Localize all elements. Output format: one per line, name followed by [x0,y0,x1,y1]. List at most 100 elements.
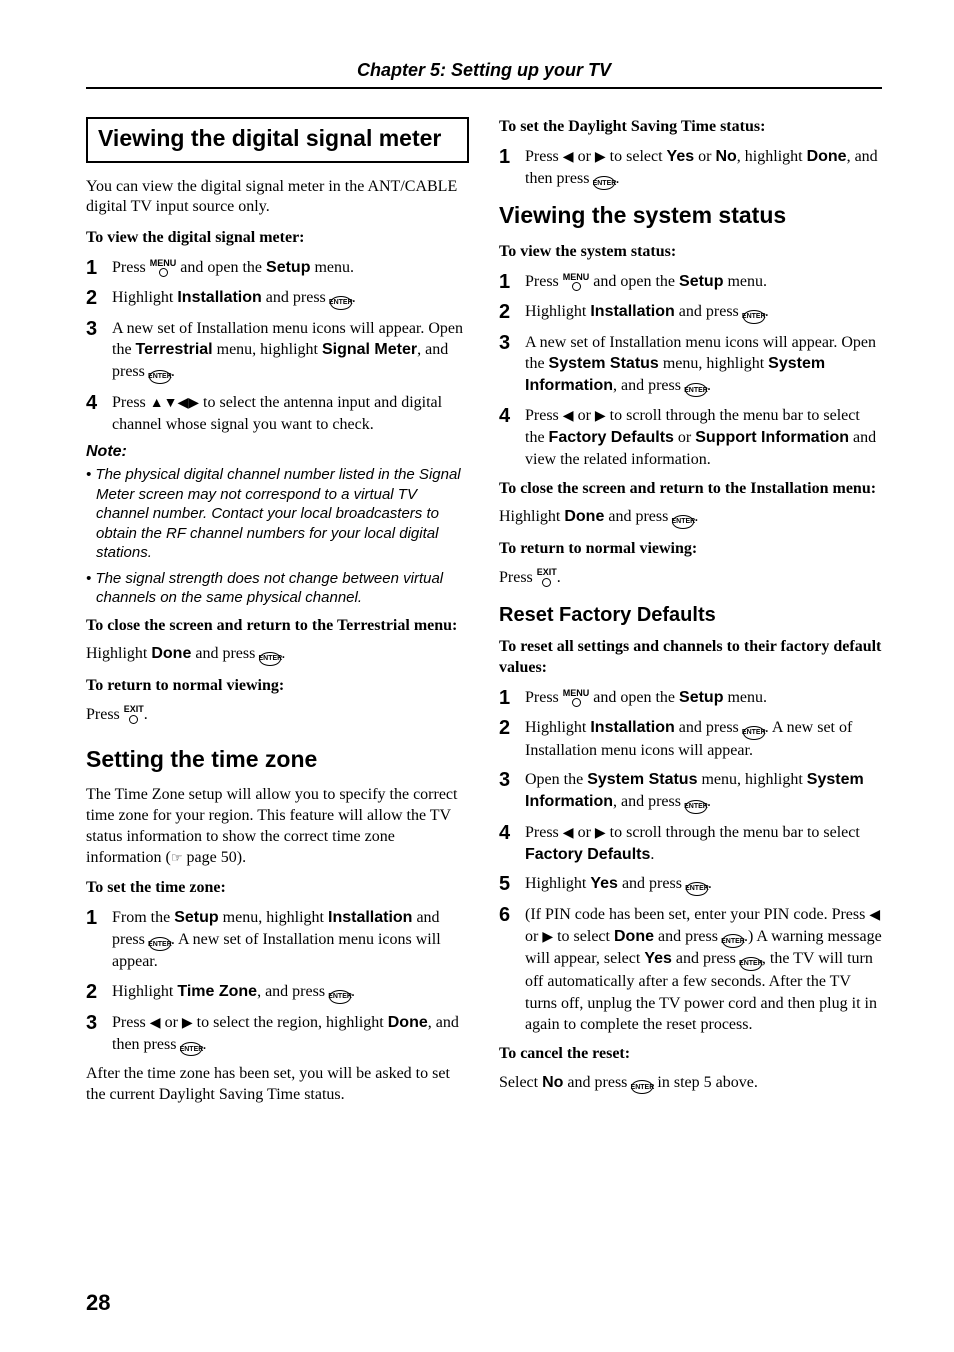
ss-step-1: 1 Press MENU and open the Setup menu. [499,271,882,293]
step-text: A new set of Installation menu icons wil… [112,318,469,384]
reset-step-2: 2 Highlight Installation and press ENTER… [499,717,882,761]
sub-set-timezone: To set the time zone: [86,878,469,899]
intro-signal: You can view the digital signal meter in… [86,177,469,219]
enter-icon: ENTER [329,990,351,1004]
step-text: Press ▲▼◀▶ to select the antenna input a… [112,392,469,435]
tz-step-2: 2 Highlight Time Zone, and press ENTER. [86,981,469,1004]
step-number: 3 [86,1012,112,1034]
header-rule [86,87,882,89]
return-text: Press EXIT. [86,705,469,726]
enter-icon: ENTER [631,1080,653,1094]
ss-step-2: 2 Highlight Installation and press ENTER… [499,301,882,324]
tz-step-3: 3 Press ◀ or ▶ to select the region, hig… [86,1012,469,1057]
step-text: Press ◀ or ▶ to scroll through the menu … [525,822,882,865]
arrow-left-icon: ◀ [563,150,574,165]
enter-icon: ENTER [686,882,708,896]
step-text: Highlight Time Zone, and press ENTER. [112,981,469,1004]
step-number: 1 [499,271,525,293]
step-text: (If PIN code has been set, enter your PI… [525,904,882,1036]
step-text: Highlight Installation and press ENTER. [525,301,882,324]
step-text: A new set of Installation menu icons wil… [525,332,882,398]
sub-reset: To reset all settings and channels to th… [499,637,882,679]
step-number: 4 [499,405,525,427]
step-text: Open the System Status menu, highlight S… [525,769,882,813]
signal-step-3: 3 A new set of Installation menu icons w… [86,318,469,384]
pointer-icon: ☞ [171,850,183,865]
note-2: • The signal strength does not change be… [86,569,469,608]
step-text: Press MENU and open the Setup menu. [525,687,882,709]
arrow-right-icon: ▶ [595,409,606,424]
enter-icon: ENTER [743,310,765,324]
tz-step-1: 1 From the Setup menu, highlight Install… [86,907,469,973]
step-number: 2 [86,981,112,1003]
step-number: 1 [86,907,112,929]
step-number: 2 [499,717,525,739]
reset-step-4: 4 Press ◀ or ▶ to scroll through the men… [499,822,882,865]
arrow-right-icon: ▶ [542,930,553,945]
step-number: 3 [86,318,112,340]
step-text: Press ◀ or ▶ to scroll through the menu … [525,405,882,470]
sub-return-normal: To return to normal viewing: [86,676,469,697]
step-number: 3 [499,332,525,354]
heading-reset-defaults: Reset Factory Defaults [499,604,882,627]
step-number: 6 [499,904,525,926]
intro-timezone: The Time Zone setup will allow you to sp… [86,785,469,868]
enter-icon: ENTER [259,652,281,666]
chapter-header: Chapter 5: Setting up your TV [86,60,882,81]
arrow-left-icon: ◀ [150,1016,161,1031]
ss-step-3: 3 A new set of Installation menu icons w… [499,332,882,398]
close-terrestrial-text: Highlight Done and press ENTER. [86,644,469,666]
reset-step-1: 1 Press MENU and open the Setup menu. [499,687,882,709]
enter-icon: ENTER [180,1042,202,1056]
signal-step-1: 1 Press MENU and open the Setup menu. [86,257,469,279]
note-1: • The physical digital channel number li… [86,465,469,563]
enter-icon: ENTER [149,370,171,384]
two-column-layout: Viewing the digital signal meter You can… [86,117,882,1116]
step-text: Press MENU and open the Setup menu. [525,271,882,293]
step-text: Highlight Installation and press ENTER. … [525,717,882,761]
step-number: 3 [499,769,525,791]
arrow-right-icon: ▶ [595,826,606,841]
step-number: 2 [499,301,525,323]
sub-cancel-reset: To cancel the reset: [499,1044,882,1065]
step-text: From the Setup menu, highlight Installat… [112,907,469,973]
sub-return-normal-2: To return to normal viewing: [499,539,882,560]
enter-icon: ENTER [672,515,694,529]
step-text: Highlight Installation and press ENTER. [112,287,469,310]
enter-icon: ENTER [330,296,352,310]
step-number: 1 [86,257,112,279]
tz-after-text: After the time zone has been set, you wi… [86,1064,469,1106]
enter-icon: ENTER [743,726,765,740]
arrow-left-icon: ◀ [869,908,880,923]
reset-step-3: 3 Open the System Status menu, highlight… [499,769,882,813]
right-column: To set the Daylight Saving Time status: … [499,117,882,1116]
step-number: 2 [86,287,112,309]
note-heading: Note: [86,443,469,461]
sub-view-signal: To view the digital signal meter: [86,228,469,249]
step-number: 4 [86,392,112,414]
arrow-right-icon: ▶ [182,1016,193,1031]
enter-icon: ENTER [685,383,707,397]
enter-icon: ENTER [149,937,171,951]
return-text-2: Press EXIT. [499,568,882,589]
enter-icon: ENTER [593,176,615,190]
step-number: 4 [499,822,525,844]
close-install-text: Highlight Done and press ENTER. [499,507,882,529]
heading-time-zone: Setting the time zone [86,746,469,774]
arrow-right-icon: ▶ [595,150,606,165]
heading-signal-meter: Viewing the digital signal meter [86,117,469,163]
reset-step-6: 6 (If PIN code has been set, enter your … [499,904,882,1036]
ss-step-4: 4 Press ◀ or ▶ to scroll through the men… [499,405,882,470]
dst-step-1: 1 Press ◀ or ▶ to select Yes or No, high… [499,146,882,191]
step-text: Press MENU and open the Setup menu. [112,257,469,279]
step-text: Press ◀ or ▶ to select the region, highl… [112,1012,469,1057]
sub-close-install: To close the screen and return to the In… [499,479,882,500]
step-number: 1 [499,146,525,168]
cancel-text: Select No and press ENTER in step 5 abov… [499,1073,882,1095]
heading-system-status: Viewing the system status [499,202,882,230]
sub-dst: To set the Daylight Saving Time status: [499,117,882,138]
left-column: Viewing the digital signal meter You can… [86,117,469,1116]
step-number: 1 [499,687,525,709]
step-text: Highlight Yes and press ENTER. [525,873,882,896]
enter-icon: ENTER [722,934,744,948]
